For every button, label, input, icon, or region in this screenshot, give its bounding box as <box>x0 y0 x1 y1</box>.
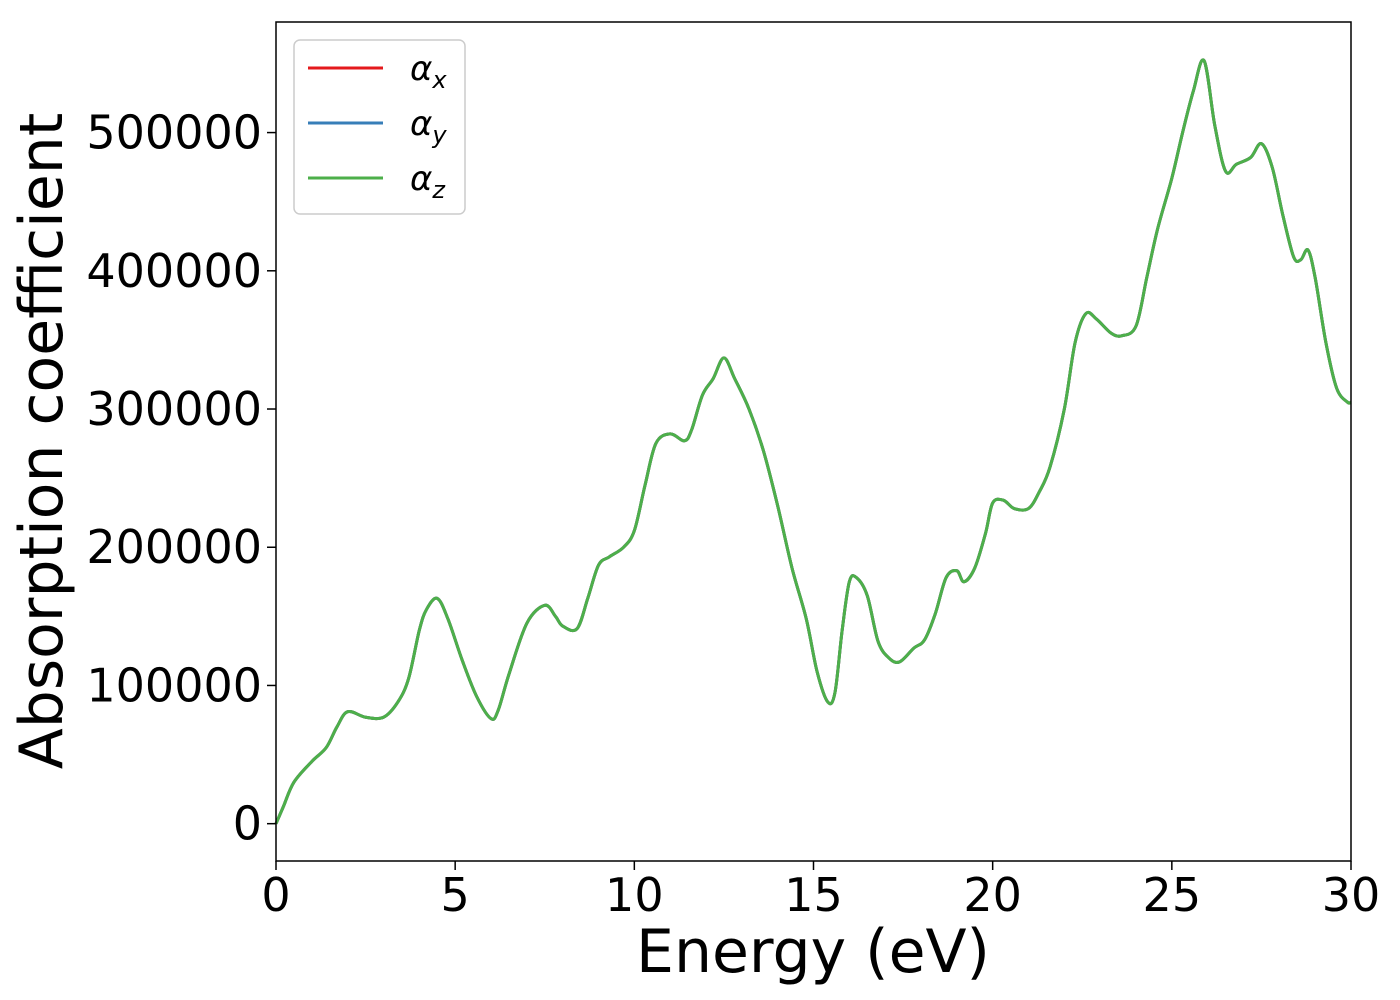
x-tick-label: 0 <box>261 868 290 922</box>
y-axis-ticks: 0 100000 200000 300000 400000 500000 <box>86 106 276 851</box>
x-tick-label: 25 <box>1143 868 1202 922</box>
x-tick-label: 5 <box>441 868 470 922</box>
x-tick-label: 30 <box>1322 868 1381 922</box>
x-tick-label: 10 <box>605 868 664 922</box>
legend-label: αy <box>410 104 447 149</box>
plot-lines <box>274 58 1352 825</box>
y-tick-label: 0 <box>233 797 262 851</box>
y-tick-label: 400000 <box>86 244 262 298</box>
y-tick-label: 200000 <box>86 520 262 574</box>
x-tick-label: 20 <box>963 868 1022 922</box>
legend-box <box>293 39 466 215</box>
y-tick-label: 100000 <box>86 658 262 712</box>
legend-label: αx <box>410 49 447 94</box>
legend: αx αy αz <box>293 39 466 215</box>
y-tick-label: 300000 <box>86 382 262 436</box>
x-tick-label: 15 <box>784 868 843 922</box>
x-axis-ticks: 0 5 10 15 20 25 30 <box>261 861 1380 922</box>
y-tick-label: 500000 <box>86 106 262 160</box>
legend-entries: αx αy αz <box>308 49 447 204</box>
x-axis-title: Energy (eV) <box>636 917 990 987</box>
y-axis-title: Absorption coefficient <box>7 113 77 770</box>
series-line-z <box>274 58 1352 825</box>
legend-label: αz <box>410 159 446 204</box>
